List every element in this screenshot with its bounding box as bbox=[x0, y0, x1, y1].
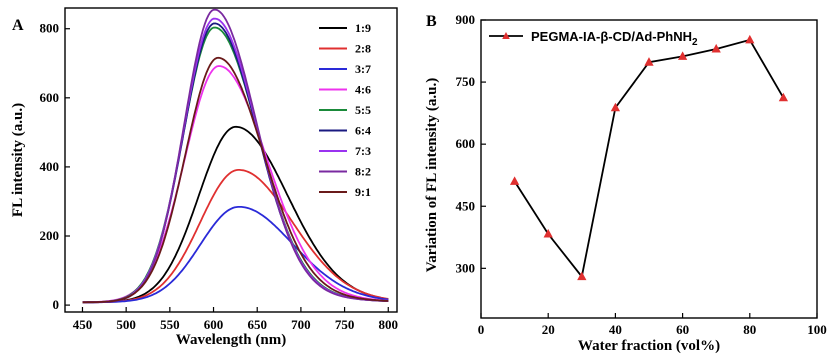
panel-a: 450 500 550 600 650 700 750 800 0 200 400 600 800 Wav… bbox=[10, 7, 399, 348]
x-tick-label: 450 bbox=[73, 317, 93, 332]
series-line bbox=[513, 38, 785, 279]
legend-label: 3:7 bbox=[355, 62, 371, 76]
legend-label: 7:3 bbox=[355, 144, 371, 158]
x-tick-label: 80 bbox=[743, 322, 756, 337]
data-point bbox=[610, 102, 621, 112]
x-tick-label: 750 bbox=[335, 317, 355, 332]
y-tick-label: 800 bbox=[40, 21, 60, 36]
series-line-2-8 bbox=[82, 168, 389, 304]
legend-label: 2:8 bbox=[355, 42, 371, 56]
data-point bbox=[543, 228, 553, 238]
legend-label: 5:5 bbox=[355, 103, 371, 117]
x-axis-label: Wavelength (nm) bbox=[176, 332, 286, 348]
legend-label: 9:1 bbox=[355, 185, 371, 199]
series-line-9-1 bbox=[82, 56, 389, 304]
legend-marker bbox=[502, 32, 510, 39]
y-tick-label: 900 bbox=[456, 12, 476, 27]
legend-label: 4:6 bbox=[355, 83, 371, 97]
x-tick-label: 650 bbox=[247, 317, 267, 332]
x-tick-label: 550 bbox=[160, 317, 180, 332]
legend-label: 1:9 bbox=[355, 21, 371, 35]
series-line-1-9 bbox=[82, 125, 389, 304]
x-tick-label: 600 bbox=[204, 317, 224, 332]
data-point bbox=[577, 271, 587, 281]
data-point bbox=[711, 43, 721, 53]
y-tick-label: 750 bbox=[456, 74, 476, 89]
x-tick-label: 700 bbox=[291, 317, 311, 332]
y-tick-label: 600 bbox=[456, 136, 476, 151]
y-axis-label: Variation of FL intensity (a.u.) bbox=[424, 78, 440, 272]
data-point bbox=[644, 57, 654, 66]
x-tick-label: 60 bbox=[676, 322, 689, 337]
y-tick-label: 400 bbox=[40, 159, 60, 174]
y-tick-label: 200 bbox=[40, 228, 60, 243]
plot-frame bbox=[64, 7, 398, 313]
series-line-6-4 bbox=[82, 22, 389, 304]
data-point bbox=[745, 34, 755, 44]
x-axis-label: Water fraction (vol%) bbox=[578, 338, 720, 354]
x-tick-label: 0 bbox=[478, 322, 485, 337]
panel-label: B bbox=[426, 13, 437, 30]
y-tick-label: 0 bbox=[53, 297, 60, 312]
panel-label: A bbox=[12, 17, 24, 34]
y-tick-label: 600 bbox=[40, 90, 60, 105]
data-point bbox=[677, 51, 688, 60]
legend-label: 6:4 bbox=[355, 124, 371, 138]
y-axis-label: FL intensity (a.u.) bbox=[10, 103, 26, 217]
x-tick-label: 100 bbox=[807, 322, 827, 337]
series-line-4-6 bbox=[82, 65, 389, 304]
x-tick-label: 20 bbox=[542, 322, 555, 337]
series-line-7-3 bbox=[82, 17, 389, 304]
x-tick-label: 500 bbox=[116, 317, 136, 332]
x-tick-label: 800 bbox=[379, 317, 399, 332]
legend-label: PEGMA-IA-β-CD/Ad-PhNH2 bbox=[531, 29, 698, 48]
x-tick-label: 40 bbox=[609, 322, 622, 337]
y-tick-label: 450 bbox=[456, 198, 476, 213]
data-point bbox=[778, 92, 789, 102]
plot-frame bbox=[480, 19, 818, 319]
y-tick-label: 300 bbox=[456, 260, 476, 275]
data-point bbox=[509, 176, 520, 185]
panel-b: 0 20 40 60 80 100 300 450 600 750 900 Water fractio… bbox=[424, 12, 827, 354]
legend-label: 8:2 bbox=[355, 165, 371, 179]
series-line-3-7 bbox=[82, 205, 389, 304]
